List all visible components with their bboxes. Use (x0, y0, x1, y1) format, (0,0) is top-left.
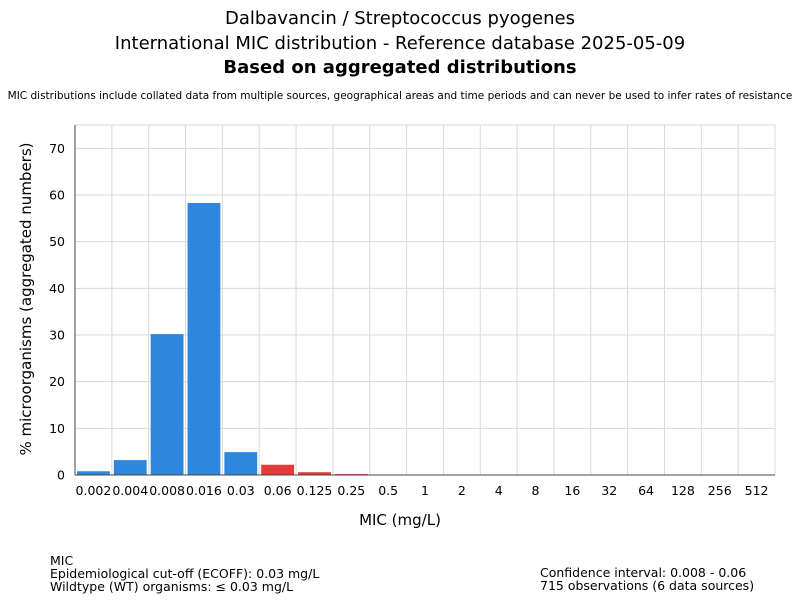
ecoff-text: Epidemiological cut-off (ECOFF): 0.03 mg… (50, 566, 320, 581)
tick-labels: 0 10 20 30 40 50 60 70 0.002 0.004 0.008 0.016 0.03 0… (49, 141, 768, 498)
x-tick-label: 0.06 (264, 483, 292, 498)
x-tick-label: 0.03 (227, 483, 255, 498)
y-tick-label: 10 (49, 421, 65, 436)
bar-0.002 (77, 471, 110, 475)
x-tick-label: 0.002 (76, 483, 112, 498)
y-tick-label: 30 (49, 328, 65, 343)
ecoff-info: MIC Epidemiological cut-off (ECOFF): 0.0… (50, 554, 319, 593)
x-tick-label: 2 (458, 483, 466, 498)
y-tick-label: 50 (49, 234, 65, 249)
y-tick-label: 40 (49, 281, 65, 296)
x-tick-label: 8 (532, 483, 540, 498)
chart-subtitle-bold: Based on aggregated distributions (223, 57, 577, 78)
mic-label: MIC (50, 553, 74, 568)
chart-subtitle: International MIC distribution - Referen… (114, 33, 686, 54)
x-axis-label: MIC (mg/L) (359, 511, 441, 529)
y-tick-label: 60 (49, 188, 65, 203)
mic-bar-chart: 0 10 20 30 40 50 60 70 0.002 0.004 0.008 0.016 0.03 0… (17, 124, 776, 529)
x-tick-label: 32 (601, 483, 617, 498)
confidence-interval-text: Confidence interval: 0.008 - 0.06 (540, 565, 747, 580)
x-tick-label: 512 (745, 483, 769, 498)
axes (74, 125, 775, 476)
y-tick-label: 70 (49, 141, 65, 156)
bar-0.008 (150, 334, 184, 475)
bar-0.06 (261, 464, 295, 475)
x-tick-label: 0.016 (186, 483, 222, 498)
y-axis-label: % microorganisms (aggregated numbers) (17, 142, 35, 455)
x-tick-label: 16 (564, 483, 580, 498)
bar-0.004 (113, 460, 147, 475)
wildtype-text: Wildtype (WT) organisms: ≤ 0.03 mg/L (50, 579, 294, 594)
observations-text: 715 observations (6 data sources) (540, 578, 755, 593)
x-tick-label: 0.125 (297, 483, 333, 498)
x-tick-label: 64 (638, 483, 654, 498)
bars (77, 202, 368, 475)
x-tick-label: 0.5 (378, 483, 398, 498)
x-tick-label: 128 (671, 483, 695, 498)
observation-info: Confidence interval: 0.008 - 0.06 715 ob… (540, 566, 754, 592)
chart-title: Dalbavancin / Streptococcus pyogenes (225, 8, 575, 29)
x-tick-label: 256 (708, 483, 732, 498)
x-tick-label: 4 (495, 483, 503, 498)
disclaimer-note: MIC distributions include collated data … (7, 90, 793, 102)
x-tick-label: 0.008 (149, 483, 185, 498)
y-tick-label: 20 (49, 374, 65, 389)
x-tick-label: 1 (421, 483, 429, 498)
bar-0.125 (298, 472, 331, 475)
x-tick-label: 0.25 (337, 483, 365, 498)
bar-0.03 (224, 452, 258, 475)
bar-0.016 (187, 202, 221, 475)
x-tick-label: 0.004 (112, 483, 148, 498)
y-tick-label: 0 (57, 468, 65, 483)
